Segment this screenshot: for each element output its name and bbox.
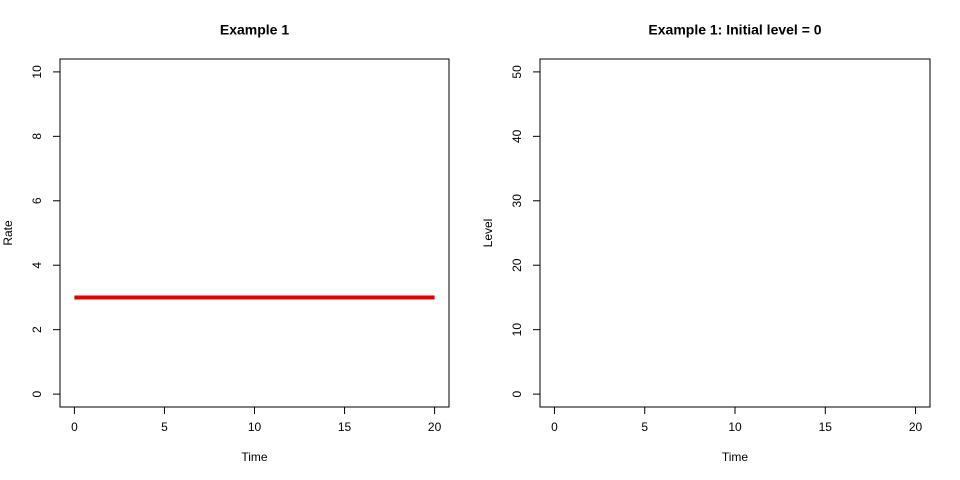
plot-frame bbox=[539, 58, 931, 408]
y-tick-label: 40 bbox=[510, 129, 524, 143]
y-tick-label: 6 bbox=[30, 197, 44, 204]
x-tick-label: 15 bbox=[819, 420, 833, 434]
x-tick-label: 5 bbox=[161, 420, 168, 434]
y-tick-label: 4 bbox=[30, 262, 44, 269]
y-tick-label: 0 bbox=[510, 390, 524, 397]
y-tick-label: 10 bbox=[510, 323, 524, 337]
y-tick-label: 2 bbox=[30, 326, 44, 333]
y-axis-label: Level bbox=[481, 219, 495, 248]
y-tick-label: 30 bbox=[510, 194, 524, 208]
y-tick-label: 10 bbox=[30, 65, 44, 79]
y-axis-label: Rate bbox=[1, 220, 15, 246]
y-tick-label: 50 bbox=[510, 65, 524, 79]
y-tick-label: 0 bbox=[30, 390, 44, 397]
panel: Example 1: Initial level = 0 Time Level 0 5 1… bbox=[481, 22, 931, 464]
x-tick-label: 10 bbox=[728, 420, 742, 434]
x-tick-label: 20 bbox=[909, 420, 923, 434]
x-tick-label: 0 bbox=[551, 420, 558, 434]
x-tick-label: 15 bbox=[338, 420, 352, 434]
y-tick-label: 20 bbox=[510, 258, 524, 272]
y-tick-label: 8 bbox=[30, 133, 44, 140]
x-tick-label: 5 bbox=[641, 420, 648, 434]
plot-frame bbox=[59, 58, 450, 408]
x-tick-label: 0 bbox=[71, 420, 78, 434]
x-axis-label: Time bbox=[241, 450, 268, 464]
x-tick-label: 10 bbox=[248, 420, 262, 434]
panel: Example 1 Time Rate 0 5 10 15 20 0 2 4 6 8 10 bbox=[1, 22, 450, 464]
chart-title: Example 1 bbox=[220, 22, 289, 38]
chart-title: Example 1: Initial level = 0 bbox=[648, 22, 821, 38]
x-tick-label: 20 bbox=[428, 420, 442, 434]
x-axis-label: Time bbox=[722, 450, 749, 464]
